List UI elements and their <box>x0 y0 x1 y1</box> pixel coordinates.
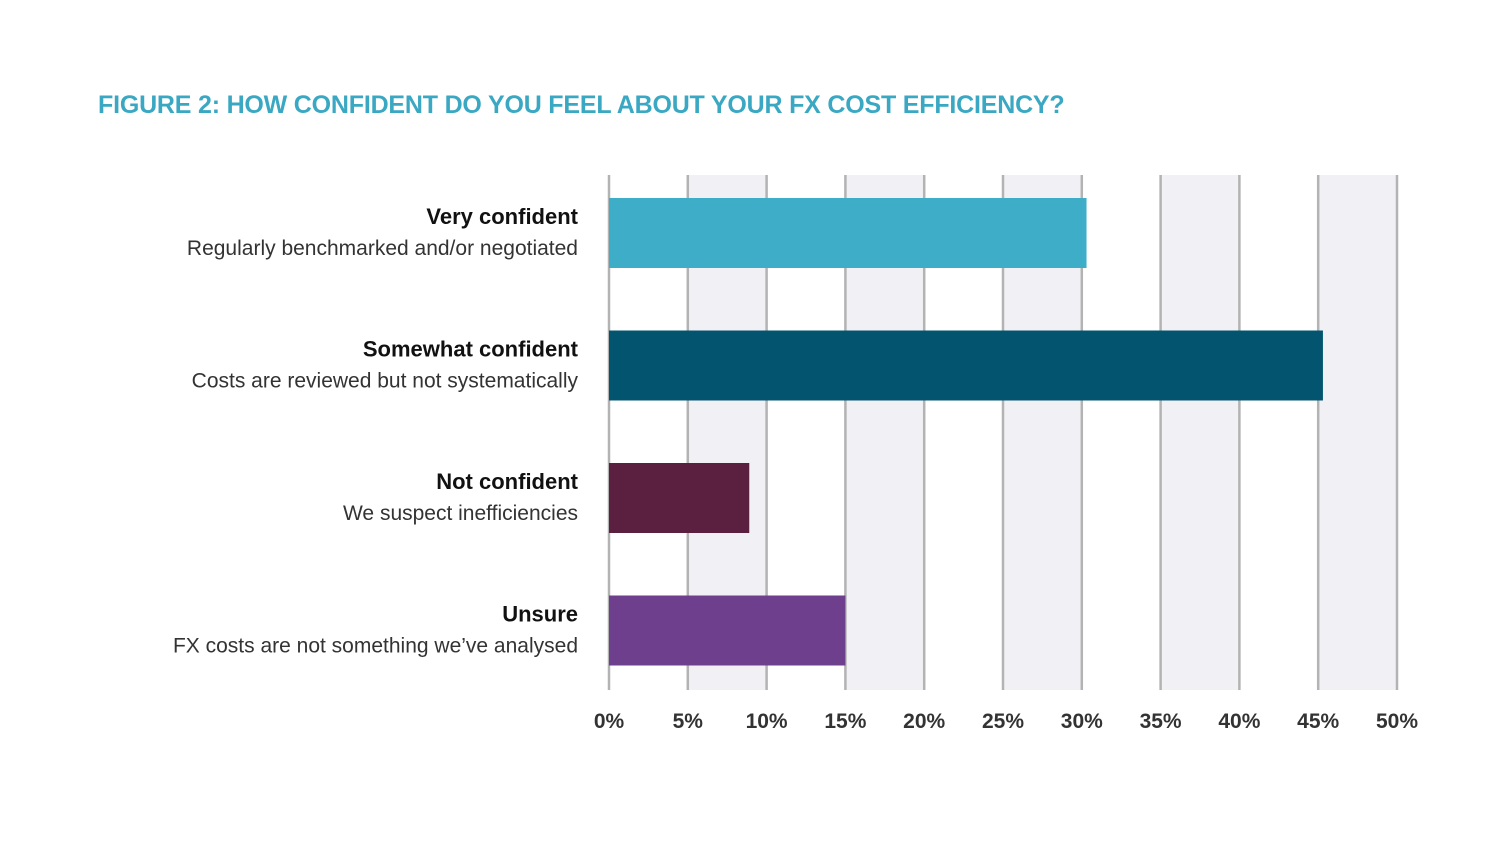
category-label: Somewhat confident <box>363 337 579 362</box>
bar <box>609 330 1323 401</box>
x-tick-label: 20% <box>903 710 945 733</box>
x-tick-label: 30% <box>1061 710 1103 733</box>
category-label: Unsure <box>502 602 578 627</box>
category-sublabel: Costs are reviewed but not systematicall… <box>192 370 579 393</box>
x-tick-label: 40% <box>1218 710 1260 733</box>
category-sublabel: We suspect inefficiencies <box>343 502 578 525</box>
x-tick-label: 0% <box>594 710 625 733</box>
bar <box>609 595 846 666</box>
x-tick-label: 45% <box>1297 710 1339 733</box>
bars <box>609 198 1323 666</box>
grid-band <box>1160 175 1240 690</box>
category-labels: Very confident Regularly benchmarked and/… <box>173 204 579 658</box>
bar <box>609 463 750 533</box>
bar <box>609 198 1087 268</box>
grid-band <box>1318 175 1397 690</box>
x-tick-label: 15% <box>824 710 866 733</box>
x-tick-label: 35% <box>1140 710 1182 733</box>
x-axis-tick-labels: 0% 5% 10% 15% 20% 25% 30% 35% 40% 45% 50% <box>594 710 1419 733</box>
chart-title: FIGURE 2: HOW CONFIDENT DO YOU FEEL ABOU… <box>98 91 1065 119</box>
category-label: Very confident <box>426 204 578 229</box>
x-tick-label: 25% <box>982 710 1024 733</box>
x-tick-label: 5% <box>673 710 704 733</box>
category-sublabel: Regularly benchmarked and/or negotiated <box>187 237 578 260</box>
x-tick-label: 10% <box>746 710 788 733</box>
category-label: Not confident <box>436 469 578 494</box>
category-sublabel: FX costs are not something we’ve analyse… <box>173 635 578 658</box>
x-tick-label: 50% <box>1376 710 1418 733</box>
